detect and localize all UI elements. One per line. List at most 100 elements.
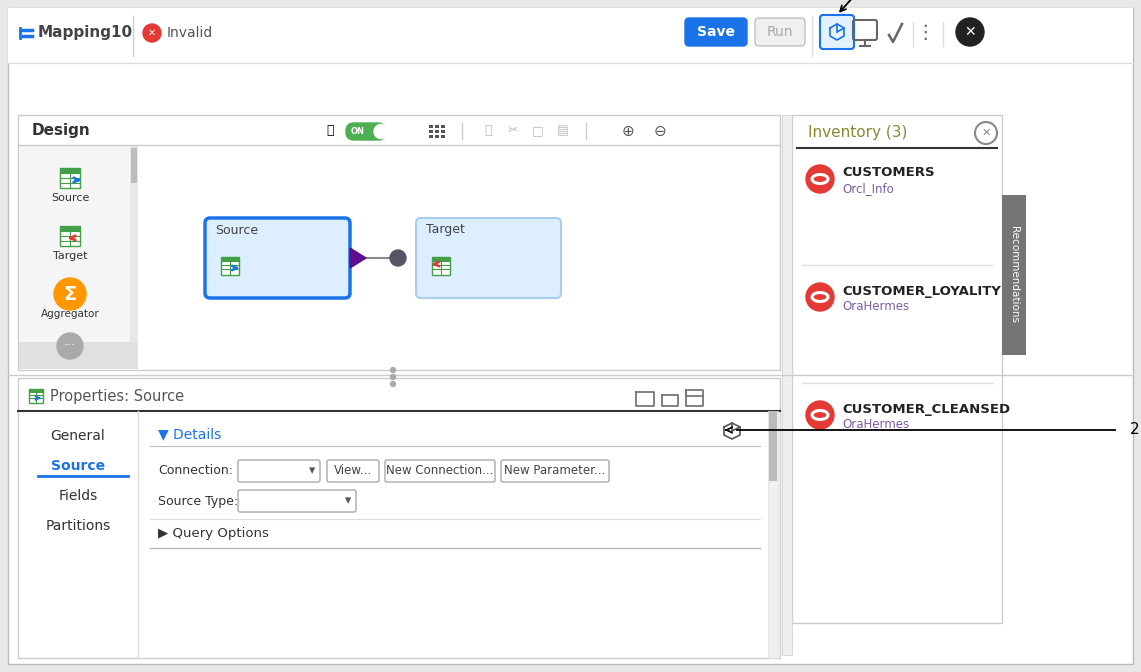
Bar [18,378,780,658]
Text: ▾: ▾ [345,495,351,507]
Bar [18,115,780,370]
Text: Aggregator: Aggregator [41,309,99,319]
Text: CUSTOMERS: CUSTOMERS [842,167,934,179]
Bar [432,257,450,261]
Text: New Parameter...: New Parameter... [504,464,606,478]
Bar [60,226,80,231]
Text: Design: Design [32,124,91,138]
Text: 💡: 💡 [326,124,334,138]
Text: ✂: ✂ [508,124,518,138]
FancyBboxPatch shape [346,123,386,140]
Circle shape [143,24,161,42]
Text: Properties: Source: Properties: Source [50,388,184,403]
FancyBboxPatch shape [416,218,561,298]
Text: ✕: ✕ [964,25,976,39]
Text: Partitions: Partitions [46,519,111,533]
Text: Target: Target [52,251,87,261]
Circle shape [806,401,834,429]
Bar [782,115,792,655]
Polygon shape [350,248,366,268]
Bar [768,411,778,658]
Text: ✕: ✕ [148,28,156,38]
Text: □: □ [532,124,544,138]
Bar [19,146,138,369]
Text: OraHermes: OraHermes [842,419,909,431]
Text: ⊕: ⊕ [622,124,634,138]
Bar [8,8,1133,63]
Bar [429,125,432,128]
Text: New Connection...: New Connection... [387,464,494,478]
Bar [442,135,445,138]
FancyBboxPatch shape [501,460,609,482]
Text: View...: View... [334,464,372,478]
Text: Connection:: Connection: [157,464,233,478]
FancyBboxPatch shape [685,18,747,46]
Bar [221,257,238,275]
Text: Orcl_Info: Orcl_Info [842,183,893,196]
Bar [432,257,450,275]
Bar [60,168,80,188]
Bar [435,135,439,138]
Circle shape [374,124,388,138]
Text: ▾: ▾ [309,464,315,478]
Circle shape [54,278,86,310]
Text: Target: Target [426,224,464,237]
Bar [435,130,439,133]
Circle shape [390,382,396,386]
Bar [131,148,137,183]
FancyBboxPatch shape [385,460,495,482]
Bar [60,168,80,173]
Text: ✕: ✕ [981,128,990,138]
Text: Source: Source [51,193,89,203]
Text: OraHermes: OraHermes [842,300,909,314]
Bar [769,411,777,481]
Bar [429,135,432,138]
Circle shape [806,165,834,193]
Text: ▼ Details: ▼ Details [157,427,221,441]
Bar [130,146,138,369]
Circle shape [57,333,83,359]
Bar [435,125,439,128]
Text: CUSTOMER_CLEANSED: CUSTOMER_CLEANSED [842,403,1010,415]
FancyBboxPatch shape [238,460,319,482]
Text: General: General [50,429,105,443]
Bar [29,389,43,403]
Text: Source Type:: Source Type: [157,495,238,507]
Text: Source: Source [215,224,258,237]
Text: 2: 2 [1130,423,1140,437]
Bar [29,389,43,392]
Bar [442,125,445,128]
Circle shape [390,368,396,372]
Text: Recommendations: Recommendations [1009,226,1019,323]
Circle shape [390,250,406,266]
Circle shape [390,374,396,380]
FancyBboxPatch shape [820,15,853,49]
Text: Invalid: Invalid [167,26,213,40]
Text: Fields: Fields [58,489,98,503]
Bar [1002,195,1026,355]
FancyBboxPatch shape [755,18,806,46]
Text: Run: Run [767,25,793,39]
Text: ▶ Query Options: ▶ Query Options [157,528,269,540]
Text: Save: Save [697,25,735,39]
FancyBboxPatch shape [238,490,356,512]
Text: 🗑: 🗑 [484,124,492,138]
Text: CUSTOMER_LOYALITY: CUSTOMER_LOYALITY [842,284,1001,298]
Bar [442,130,445,133]
Text: Source: Source [51,459,105,473]
Text: Σ: Σ [64,284,76,304]
Bar [19,342,138,369]
Text: ▤: ▤ [557,124,569,138]
Bar [792,115,1002,623]
Text: Inventory (3): Inventory (3) [808,126,907,140]
Bar [60,226,80,246]
Circle shape [956,18,984,46]
Text: ⋮: ⋮ [915,22,934,42]
Text: ···: ··· [64,339,76,353]
FancyBboxPatch shape [327,460,379,482]
Bar [221,257,238,261]
Circle shape [806,283,834,311]
Text: ⊖: ⊖ [654,124,666,138]
Text: ON: ON [351,126,365,136]
Text: Mapping10: Mapping10 [38,26,133,40]
